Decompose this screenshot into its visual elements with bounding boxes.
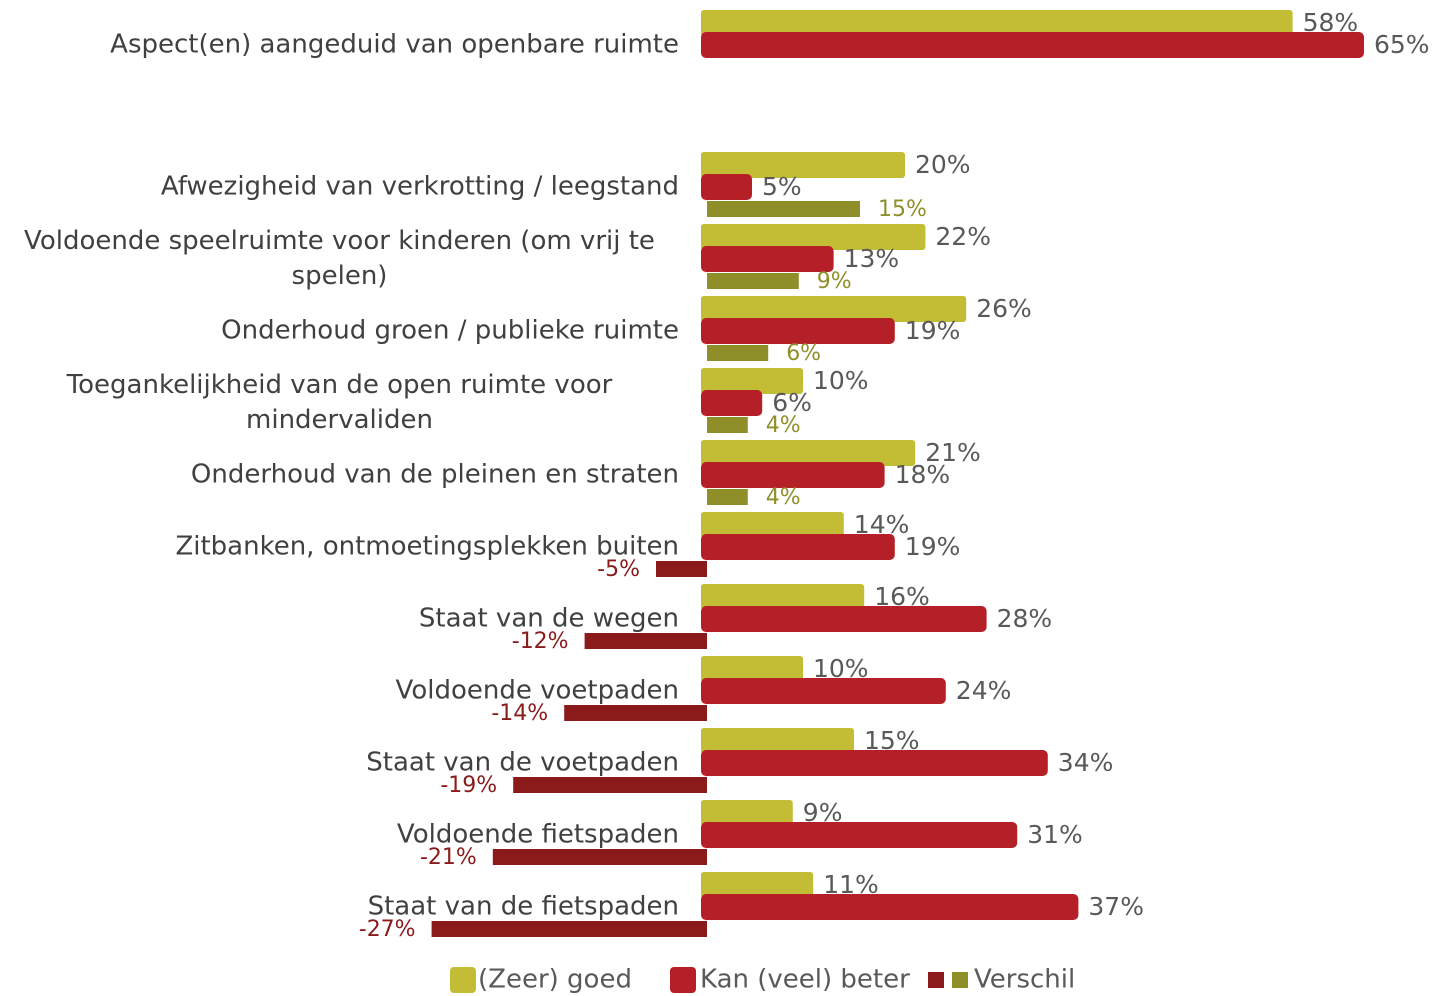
bar — [701, 152, 905, 178]
category-label: Voldoende speelruimte voor kinderen (om … — [24, 226, 655, 291]
bar — [707, 417, 748, 433]
bar — [707, 489, 748, 505]
value-label: -21% — [420, 845, 477, 870]
bar — [701, 750, 1048, 776]
bar — [701, 800, 793, 826]
value-label: 13% — [844, 244, 900, 273]
bar — [701, 318, 895, 344]
legend-swatch — [928, 972, 944, 988]
bar — [701, 390, 763, 416]
value-label: 6% — [786, 341, 821, 366]
bar — [701, 246, 834, 272]
category-label: Staat van de fietspaden — [367, 891, 679, 922]
value-label: 22% — [935, 222, 991, 251]
bar — [701, 440, 916, 466]
bar — [701, 512, 844, 538]
value-label: 37% — [1088, 892, 1144, 921]
category-label: Zitbanken, ontmoetingsplekken buiten — [175, 531, 679, 562]
value-label: 19% — [905, 316, 961, 345]
bar — [701, 174, 752, 200]
value-label: 4% — [766, 413, 801, 438]
category-label: Onderhoud van de pleinen en straten — [190, 459, 679, 490]
bar — [431, 921, 707, 937]
legend-swatch — [952, 972, 968, 988]
bar — [701, 872, 814, 898]
bar — [656, 561, 707, 577]
legend-label: (Zeer) goed — [478, 965, 632, 995]
value-label: 65% — [1374, 30, 1430, 59]
bar — [701, 534, 895, 560]
value-label: -14% — [491, 701, 548, 726]
bar — [701, 822, 1018, 848]
category-label: Aspect(en) aangeduid van openbare ruimte — [110, 29, 679, 60]
legend-swatch — [670, 967, 696, 993]
value-label: 20% — [915, 150, 971, 179]
value-label: 24% — [956, 676, 1012, 705]
bar — [707, 345, 769, 361]
bar — [701, 728, 854, 754]
bar — [701, 656, 803, 682]
category-label: Afwezigheid van verkrotting / leegstand — [160, 171, 679, 202]
bar — [513, 777, 707, 793]
value-label: -12% — [512, 629, 569, 654]
value-label: -19% — [440, 773, 497, 798]
value-label: 9% — [817, 269, 852, 294]
value-label: 10% — [813, 366, 869, 395]
bar — [701, 606, 987, 632]
bar — [701, 296, 967, 322]
legend-swatch — [450, 967, 476, 993]
bar — [701, 368, 803, 394]
bar — [701, 584, 865, 610]
category-label: Staat van de wegen — [418, 603, 679, 634]
value-label: 5% — [762, 172, 802, 201]
legend-label: Kan (veel) beter — [700, 965, 910, 995]
bar — [701, 10, 1293, 36]
value-label: 15% — [878, 197, 927, 222]
legend-label: Verschil — [974, 965, 1075, 995]
value-label: 4% — [766, 485, 801, 510]
category-label: Voldoende voetpaden — [395, 675, 679, 706]
category-label: Voldoende fietspaden — [396, 819, 679, 850]
value-label: 31% — [1027, 820, 1083, 849]
bar — [701, 678, 946, 704]
bar — [701, 32, 1364, 58]
bar — [564, 705, 707, 721]
value-label: 28% — [997, 604, 1053, 633]
bar — [492, 849, 707, 865]
value-label: 6% — [772, 388, 812, 417]
value-label: 34% — [1058, 748, 1114, 777]
category-label: Onderhoud groen / publieke ruimte — [221, 315, 679, 346]
bar — [701, 462, 885, 488]
bar — [701, 894, 1079, 920]
value-label: 26% — [976, 294, 1032, 323]
value-label: 18% — [895, 460, 951, 489]
bar — [707, 273, 799, 289]
value-label: 19% — [905, 532, 961, 561]
bar — [584, 633, 707, 649]
value-label: -5% — [597, 557, 640, 582]
category-label: Staat van de voetpaden — [366, 747, 679, 778]
value-label: -27% — [359, 917, 416, 942]
bar — [707, 201, 860, 217]
bar — [701, 224, 926, 250]
value-label: 21% — [925, 438, 981, 467]
category-label: Toegankelijkheid van de open ruimte voor… — [66, 370, 613, 435]
